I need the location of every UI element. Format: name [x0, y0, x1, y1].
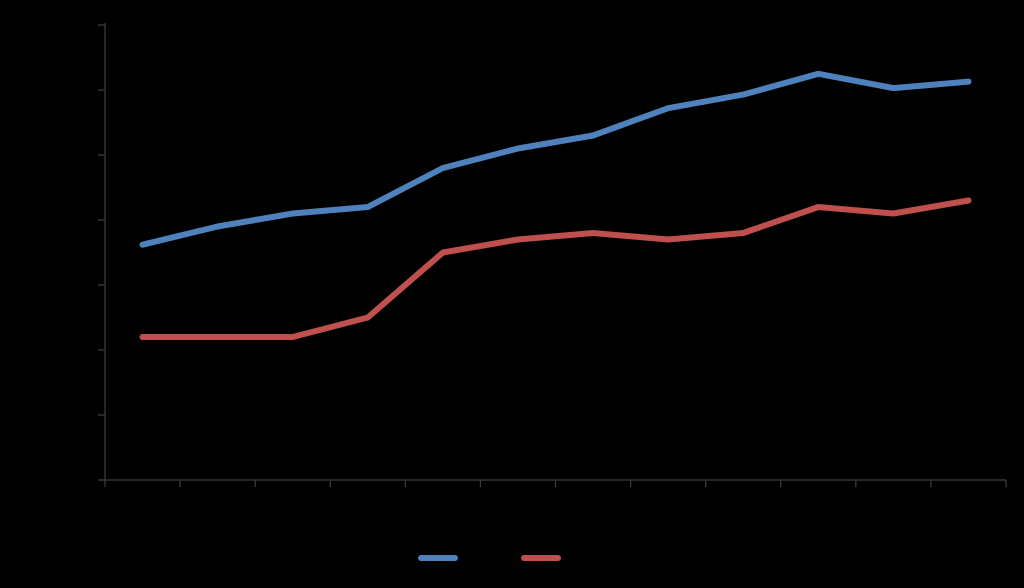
chart-axes: [98, 23, 1007, 487]
series-line-1: [139, 70, 972, 248]
series-line-2: [139, 197, 972, 340]
chart-series-layer: [139, 70, 972, 340]
